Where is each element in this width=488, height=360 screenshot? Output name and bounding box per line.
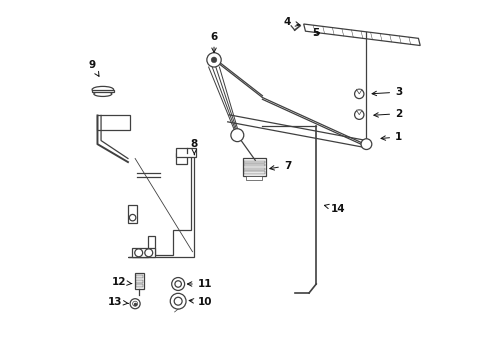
Circle shape — [170, 293, 185, 309]
Text: 7: 7 — [269, 161, 291, 171]
Polygon shape — [128, 153, 194, 257]
Text: 11: 11 — [187, 279, 212, 289]
Polygon shape — [246, 176, 262, 180]
Circle shape — [360, 139, 371, 149]
Circle shape — [230, 129, 244, 141]
Text: 13: 13 — [108, 297, 128, 307]
Polygon shape — [244, 161, 265, 163]
Circle shape — [354, 110, 363, 120]
Polygon shape — [92, 90, 113, 92]
Polygon shape — [244, 164, 265, 166]
Text: 14: 14 — [324, 204, 345, 214]
Circle shape — [135, 249, 142, 257]
Polygon shape — [356, 110, 362, 115]
Text: 9: 9 — [88, 60, 99, 76]
Polygon shape — [242, 158, 265, 176]
Circle shape — [129, 215, 136, 221]
Polygon shape — [356, 89, 362, 94]
Polygon shape — [136, 284, 143, 287]
Circle shape — [144, 249, 152, 257]
Text: 6: 6 — [210, 32, 217, 53]
Text: 5: 5 — [312, 28, 319, 38]
Polygon shape — [128, 205, 137, 223]
Polygon shape — [303, 24, 419, 45]
Text: 8: 8 — [190, 139, 198, 155]
Polygon shape — [97, 116, 129, 130]
Polygon shape — [136, 280, 143, 283]
Circle shape — [132, 301, 137, 306]
Ellipse shape — [94, 91, 112, 96]
Text: 1: 1 — [380, 132, 402, 142]
Circle shape — [130, 299, 140, 309]
Circle shape — [354, 89, 363, 99]
Polygon shape — [135, 273, 144, 289]
Polygon shape — [136, 275, 143, 278]
Circle shape — [171, 278, 184, 291]
Circle shape — [175, 281, 181, 287]
Text: 3: 3 — [371, 87, 402, 97]
Polygon shape — [131, 248, 155, 257]
Polygon shape — [244, 171, 265, 174]
Text: 4: 4 — [283, 17, 299, 27]
Ellipse shape — [92, 86, 113, 93]
Text: 10: 10 — [189, 297, 212, 307]
Text: 2: 2 — [373, 109, 402, 119]
Polygon shape — [176, 148, 196, 157]
Polygon shape — [244, 168, 265, 170]
Text: 12: 12 — [111, 277, 132, 287]
Circle shape — [174, 297, 182, 305]
Circle shape — [206, 53, 221, 67]
Circle shape — [211, 57, 217, 63]
